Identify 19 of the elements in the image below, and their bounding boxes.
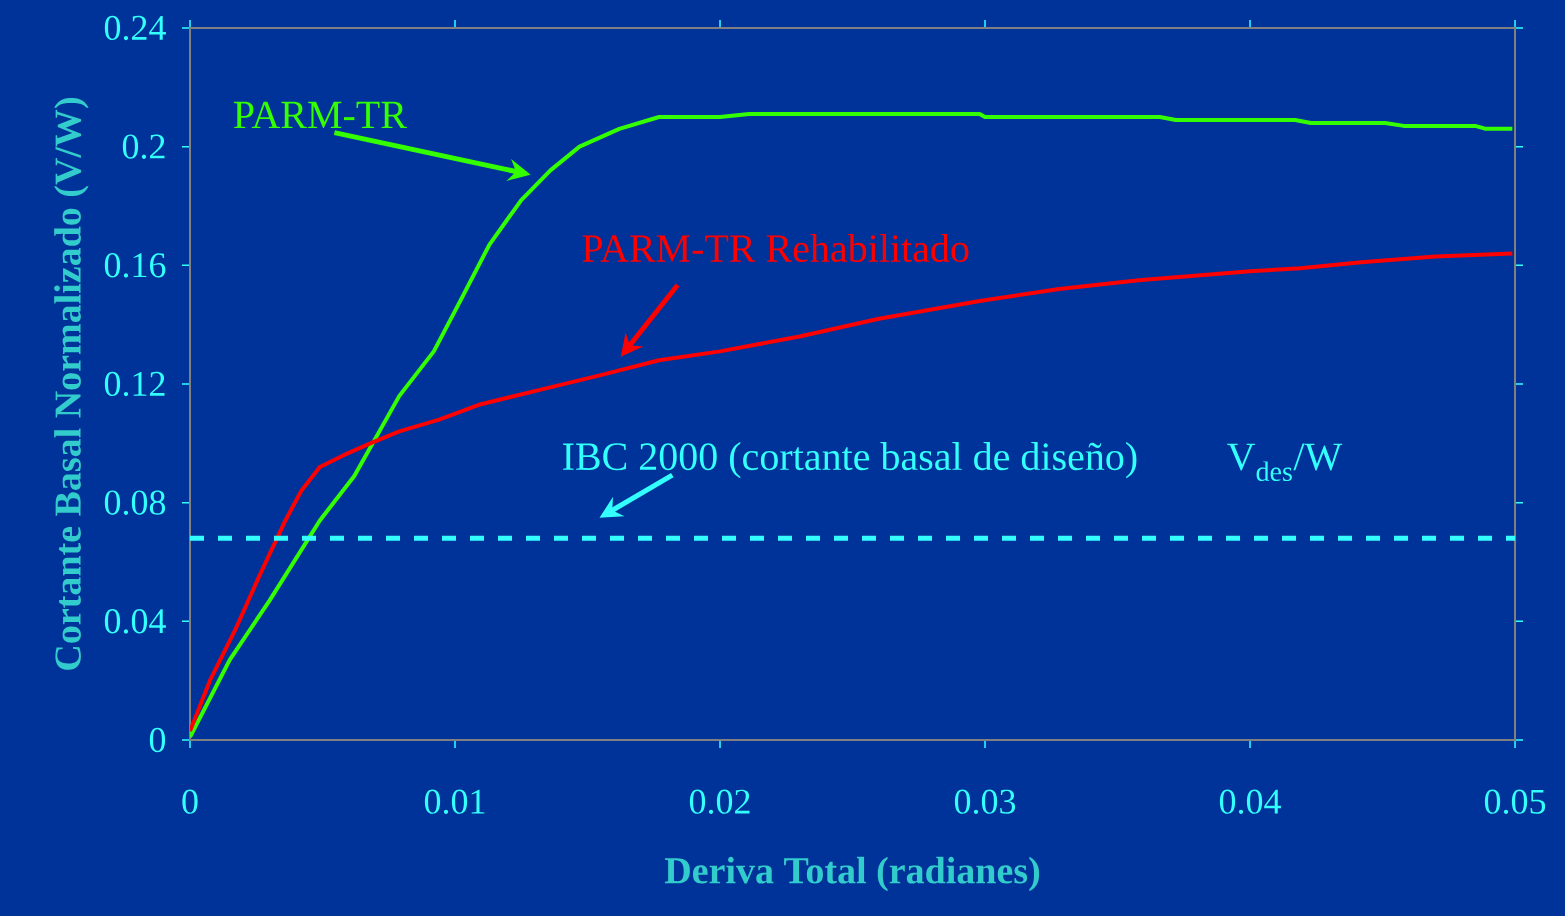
y-axis-title: Cortante Basal Normalizado (V/W) [54, 98, 89, 670]
y-tick-label: 0.24 [104, 15, 166, 41]
x-tick-label: 0.04 [1219, 789, 1281, 814]
x-tick-label: 0.03 [954, 789, 1016, 814]
annotation: PARM-TR Rehabilitado [582, 233, 969, 263]
x-tick-label: 0.02 [689, 789, 750, 814]
y-tick-label: 0.12 [104, 371, 165, 397]
annotation: IBC 2000 (cortante basal de diseño) [563, 442, 1137, 479]
y-tick-label: 0.16 [104, 253, 166, 278]
y-tick-label: 0.04 [104, 609, 166, 634]
x-axis-title: Deriva Total (radianes) [664, 856, 1040, 892]
y-tick-label: 0.2 [122, 134, 165, 159]
x-tick-label: 0.05 [1484, 789, 1546, 814]
x-tick-label: 0 [182, 789, 198, 814]
y-tick-label: 0.08 [104, 490, 166, 515]
ref-line-label: V$_{des}$/W [1227, 443, 1343, 482]
annotation: PARM-TR [233, 101, 407, 129]
y-tick-label: 0 [149, 727, 166, 753]
x-tick-label: 0.01 [424, 789, 485, 814]
